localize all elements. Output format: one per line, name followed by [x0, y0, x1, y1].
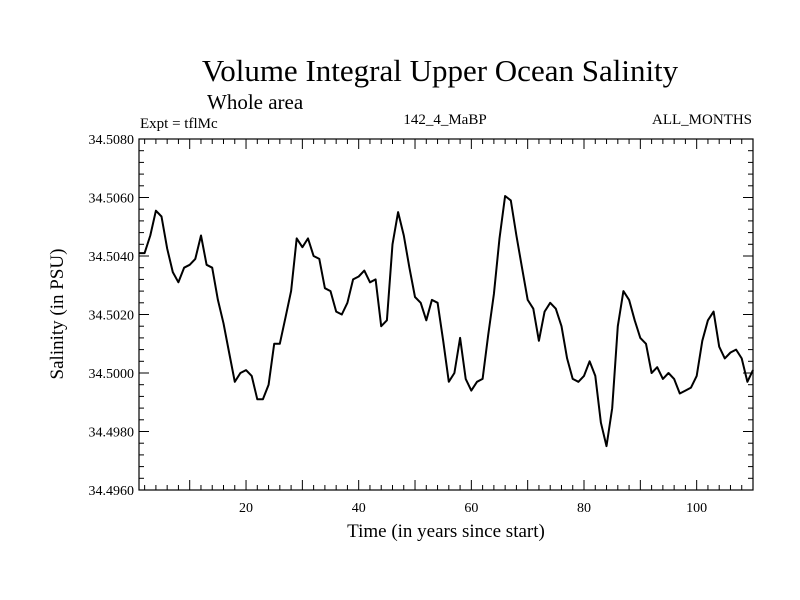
chart-subtitle: Whole area — [207, 90, 304, 114]
y-tick-label: 34.4960 — [89, 484, 135, 499]
plot-frame — [138, 138, 754, 491]
y-tick-label: 34.5020 — [89, 309, 135, 324]
salinity-series-line — [139, 195, 754, 448]
y-tick-label: 34.5000 — [89, 367, 135, 382]
months-label: ALL_MONTHS — [652, 112, 752, 128]
y-tick-label: 34.5040 — [89, 250, 135, 265]
y-tick-label: 34.5080 — [89, 133, 135, 148]
y-tick-label: 34.4980 — [89, 426, 135, 441]
run-label: 142_4_MaBP — [403, 112, 486, 128]
chart-title: Volume Integral Upper Ocean Salinity — [202, 53, 679, 88]
expt-label: Expt = tflMc — [140, 116, 218, 132]
x-axis-label: Time (in years since start) — [347, 521, 545, 542]
x-tick-label: 60 — [464, 501, 478, 516]
y-tick-labels: 34.4960 34.4980 34.5000 34.5020 34.5040 34.50… — [89, 133, 135, 499]
x-tick-labels: 20 40 60 80 100 — [239, 501, 707, 516]
axis-ticks — [139, 138, 754, 491]
x-tick-label: 80 — [577, 501, 591, 516]
y-axis-label: Salinity (in PSU) — [47, 249, 68, 380]
x-tick-label: 20 — [239, 501, 253, 516]
x-tick-label: 40 — [352, 501, 366, 516]
x-tick-label: 100 — [686, 501, 707, 516]
y-tick-label: 34.5060 — [89, 192, 135, 207]
